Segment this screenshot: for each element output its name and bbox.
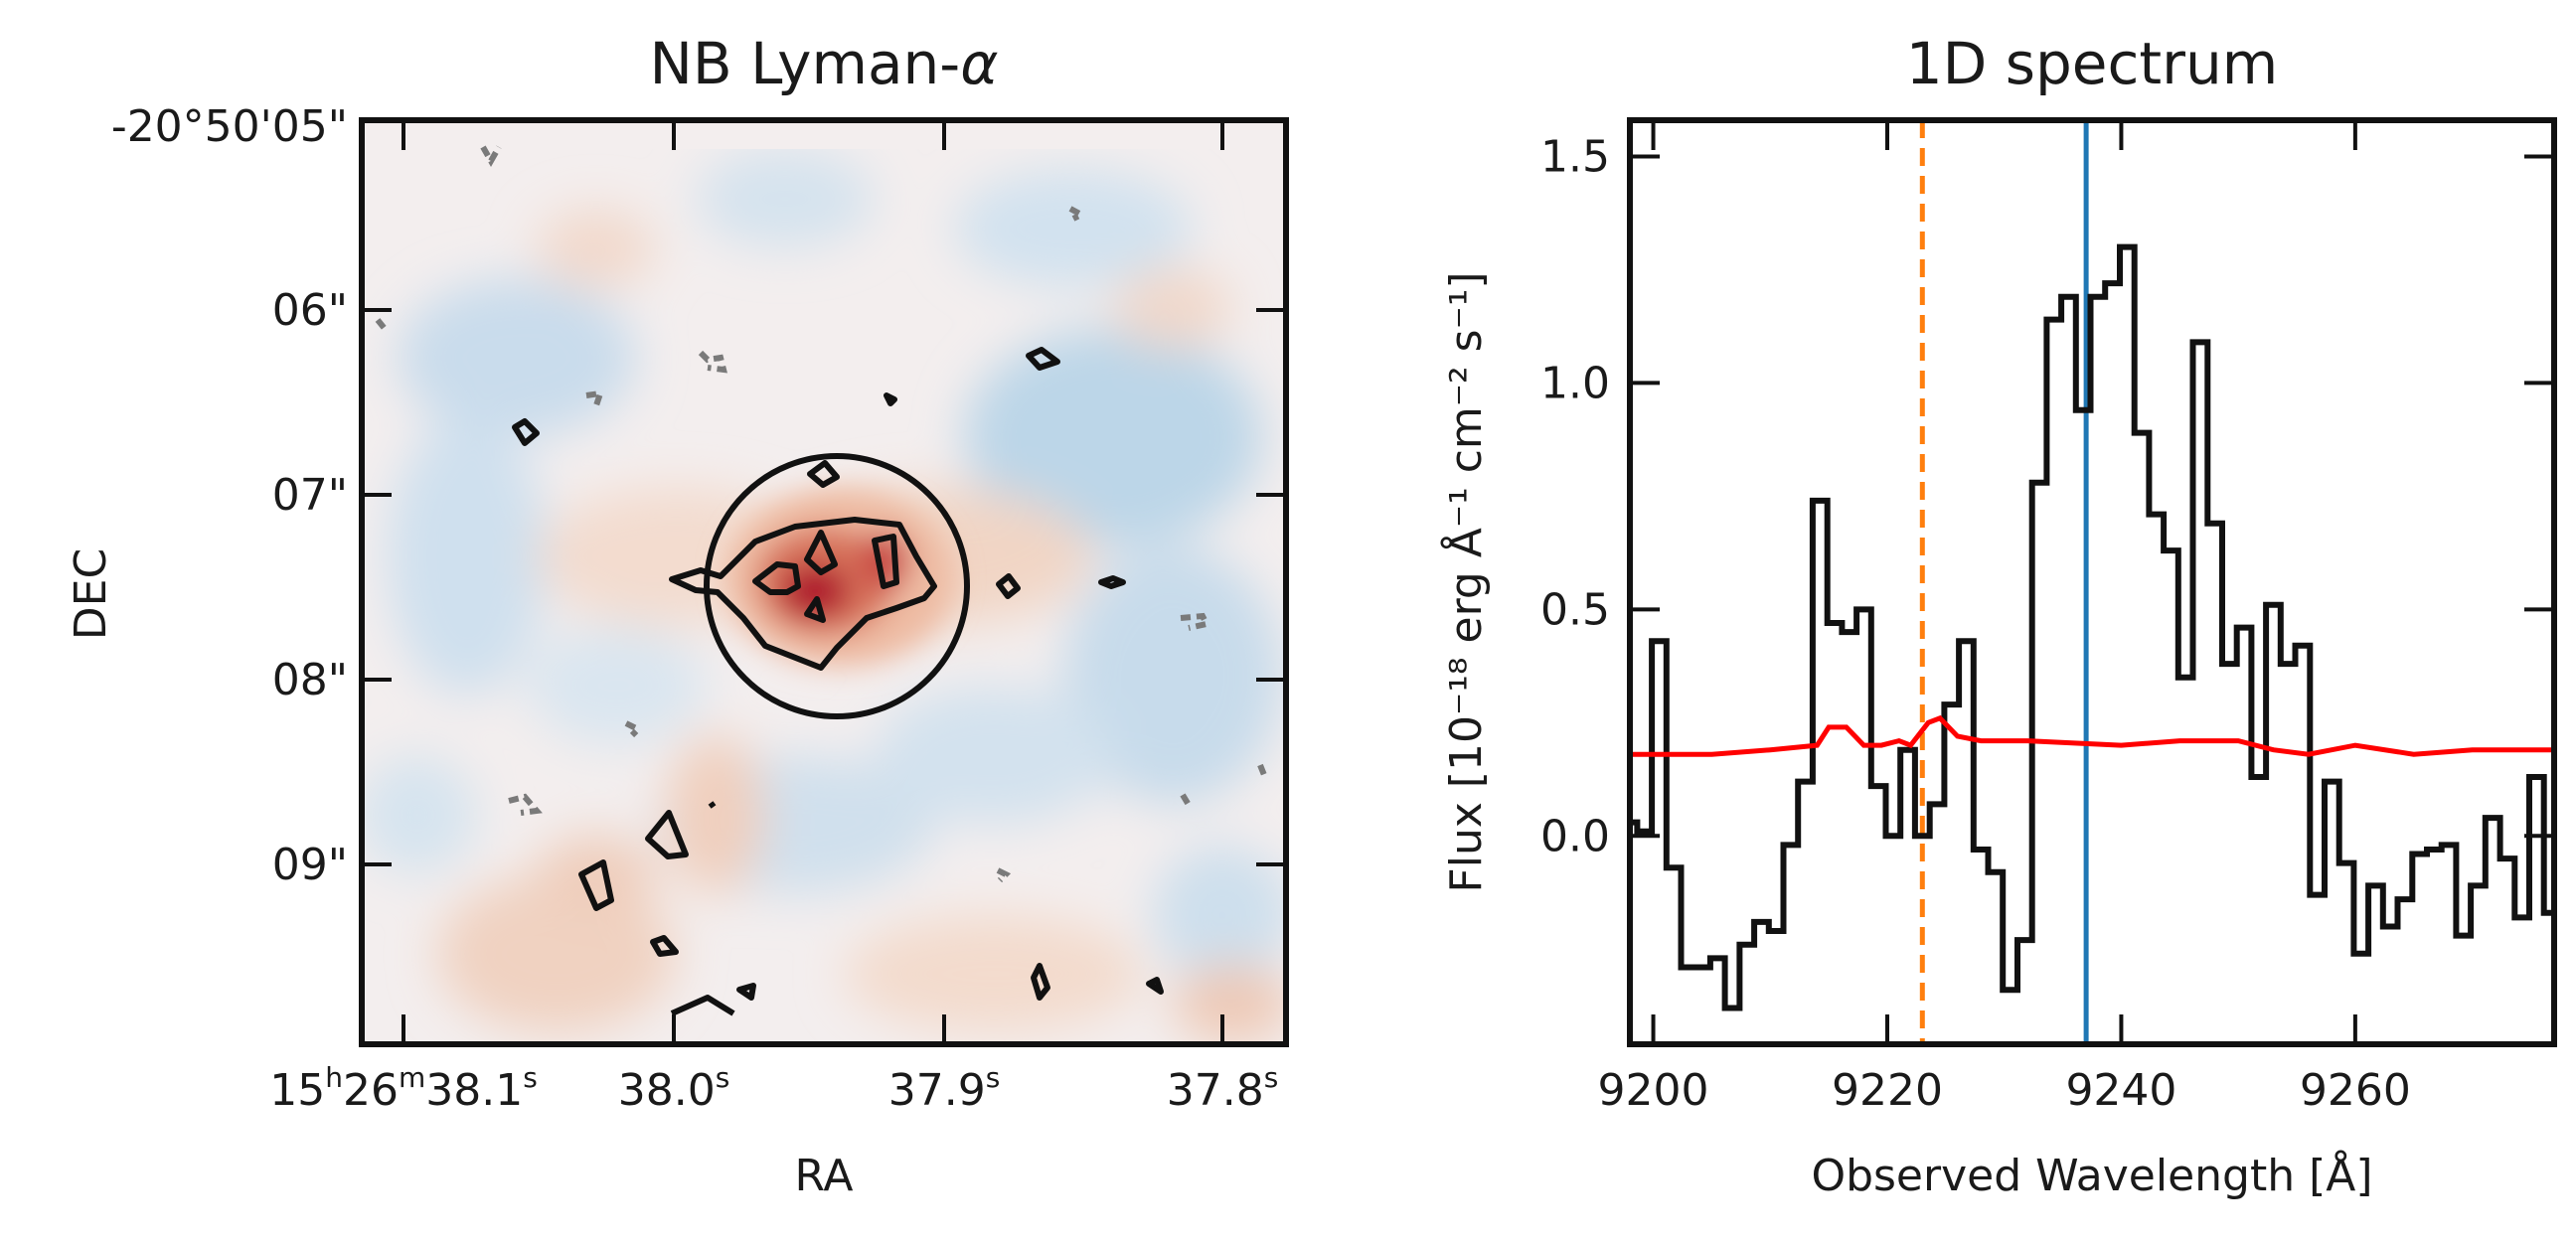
flux-map	[362, 120, 1286, 1044]
y-tick-label: 09"	[272, 840, 348, 890]
contour-inner-3	[872, 534, 899, 589]
x-tick-label: 9220	[1832, 1065, 1943, 1116]
left-y-tick-labels: -20°50'05" 06" 07" 08" 09"	[111, 101, 348, 890]
contour-inner-4	[804, 596, 826, 623]
positive-contours	[512, 347, 1164, 1016]
x-tick-label: 9260	[2300, 1065, 2411, 1116]
negative-contours	[375, 145, 1267, 883]
spectrum-panel: 1D spectrum 9200 9220 9240 9260 1.5 1.0 …	[1439, 30, 2557, 1201]
y-tick-label: 07"	[272, 470, 348, 521]
spectrum-ticks	[1630, 120, 2554, 1044]
right-y-axis-label: Flux [10⁻¹⁸ erg Å⁻¹ cm⁻² s⁻¹]	[1439, 271, 1492, 892]
left-y-axis-label: DEC	[66, 548, 116, 640]
y-tick-label: 0.0	[1540, 811, 1610, 861]
contour-inner-1	[752, 561, 801, 595]
x-tick-label: 37.9s	[888, 1061, 1001, 1116]
flux-series-line	[1630, 243, 2554, 1011]
y-tick-label: 08"	[272, 655, 348, 705]
y-tick-label: 06"	[272, 285, 348, 336]
contour-inner-2	[804, 530, 838, 575]
x-tick-label: 9200	[1598, 1065, 1709, 1116]
lyman-alpha-panel: NB Lyman-α	[66, 30, 1289, 1201]
x-tick-label: 9240	[2065, 1065, 2176, 1116]
spectrum-x-tick-labels: 9200 9220 9240 9260	[1598, 1065, 2411, 1116]
left-panel-title: NB Lyman-α	[650, 30, 999, 97]
y-tick-label: 0.5	[1540, 584, 1610, 635]
x-tick-label: 37.8s	[1167, 1061, 1279, 1116]
series-lines	[1630, 243, 2554, 1011]
noise-series-line	[1630, 714, 2554, 757]
y-tick-label: 1.5	[1540, 131, 1610, 182]
y-tick-label: -20°50'05"	[111, 101, 348, 152]
spectrum-y-tick-labels: 1.5 1.0 0.5 0.0	[1540, 131, 1610, 861]
vertical-lines	[1919, 120, 2089, 1044]
left-ticks	[362, 120, 1286, 1044]
y-tick-label: 1.0	[1540, 358, 1610, 408]
left-frame	[359, 117, 1289, 1047]
right-panel-title: 1D spectrum	[1906, 30, 2278, 97]
contour-outer	[669, 517, 937, 671]
right-x-axis-label: Observed Wavelength [Å]	[1811, 1149, 2372, 1201]
left-x-tick-labels: 15h26m38.1s 38.0s 37.9s 37.8s	[269, 1061, 1278, 1116]
x-tick-label: 38.0s	[618, 1061, 730, 1116]
x-tick-label: 15h26m38.1s	[269, 1061, 538, 1116]
right-frame	[1627, 117, 2557, 1047]
aperture-circle	[704, 453, 970, 719]
left-x-axis-label: RA	[795, 1151, 854, 1201]
